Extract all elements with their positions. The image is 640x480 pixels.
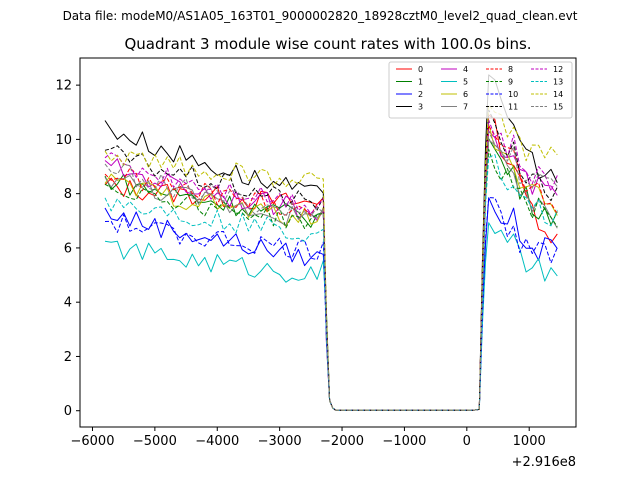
- legend-label-3: 3: [418, 103, 423, 112]
- legend-label-6: 6: [463, 90, 468, 99]
- series-layer: [104, 74, 558, 411]
- x-tick-label: −6000: [70, 434, 114, 449]
- legend-label-14: 14: [553, 90, 563, 99]
- y-tick-label: 2: [64, 350, 72, 365]
- x-tick-label: −3000: [258, 434, 302, 449]
- x-offset-label: +2.916e8: [512, 455, 576, 470]
- legend-label-11: 11: [508, 103, 518, 112]
- y-tick-label: 10: [55, 133, 72, 148]
- x-tick-label: −4000: [195, 434, 239, 449]
- legend-label-2: 2: [418, 90, 423, 99]
- legend-label-1: 1: [418, 78, 423, 87]
- x-tick-label: 1000: [513, 434, 546, 449]
- legend-label-9: 9: [508, 78, 513, 87]
- series-line-10: [104, 197, 558, 411]
- suptitle: Data file: modeM0/AS1A05_163T01_90000028…: [63, 9, 578, 23]
- x-tick-label: −2000: [320, 434, 364, 449]
- legend-label-7: 7: [463, 103, 468, 112]
- series-line-11: [104, 109, 558, 411]
- y-tick-label: 12: [55, 79, 72, 94]
- legend-frame: [388, 61, 573, 119]
- y-tick-label: 6: [64, 241, 72, 256]
- y-tick-label: 4: [64, 296, 72, 311]
- legend-label-13: 13: [553, 78, 563, 87]
- x-tick-label: 0: [463, 434, 471, 449]
- chart-title: Quadrant 3 module wise count rates with …: [124, 35, 531, 53]
- legend-label-10: 10: [508, 90, 518, 99]
- x-tick-label: −5000: [133, 434, 177, 449]
- legend-label-5: 5: [463, 78, 468, 87]
- legend-label-8: 8: [508, 65, 513, 74]
- plot-frame: [79, 57, 577, 428]
- legend-label-15: 15: [553, 103, 563, 112]
- series-line-15: [104, 131, 558, 411]
- y-tick-label: 8: [64, 187, 72, 202]
- y-tick-label: 0: [64, 404, 72, 419]
- x-tick-label: −1000: [382, 434, 426, 449]
- legend-label-12: 12: [553, 65, 563, 74]
- axes-layer: −6000 −5000 −4000 −3000 −2000 −1000 0 1000 0 2 4 6 8…: [55, 79, 545, 449]
- legend-label-4: 4: [463, 65, 468, 74]
- legend-label-0: 0: [418, 65, 423, 74]
